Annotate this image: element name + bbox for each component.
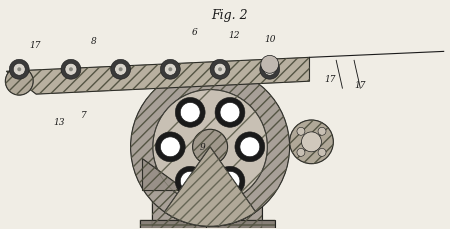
Circle shape (160, 60, 180, 80)
Circle shape (220, 103, 240, 123)
Bar (218, 191, 262, 229)
Circle shape (115, 64, 126, 76)
Circle shape (65, 64, 77, 76)
Circle shape (260, 60, 279, 80)
Circle shape (290, 120, 333, 164)
Bar (140, 220, 209, 229)
Circle shape (297, 128, 305, 136)
Circle shape (168, 68, 172, 72)
Circle shape (176, 98, 205, 128)
Circle shape (261, 56, 279, 74)
Circle shape (268, 68, 272, 72)
Circle shape (215, 166, 245, 196)
Circle shape (69, 68, 73, 72)
Bar (140, 220, 209, 229)
Circle shape (61, 60, 81, 80)
Circle shape (153, 90, 267, 204)
Circle shape (297, 149, 305, 157)
Circle shape (9, 60, 29, 80)
Circle shape (119, 68, 122, 72)
Text: 13: 13 (53, 117, 64, 126)
Circle shape (14, 64, 25, 76)
Circle shape (235, 132, 265, 162)
Circle shape (180, 103, 200, 123)
Text: 9: 9 (200, 142, 206, 151)
Circle shape (17, 68, 21, 72)
Wedge shape (165, 147, 256, 226)
Bar (153, 191, 196, 229)
Text: 17: 17 (29, 41, 40, 50)
Text: 7: 7 (81, 111, 87, 120)
Text: 17: 17 (324, 75, 336, 84)
Circle shape (220, 172, 240, 191)
Text: 12: 12 (228, 31, 239, 40)
Bar (218, 191, 262, 229)
Circle shape (318, 128, 326, 136)
Text: 8: 8 (91, 37, 97, 46)
Text: 6: 6 (192, 28, 198, 37)
Circle shape (193, 130, 228, 165)
Text: 10: 10 (265, 35, 276, 44)
Circle shape (214, 64, 226, 76)
Polygon shape (143, 159, 186, 191)
Circle shape (176, 166, 205, 196)
Circle shape (240, 137, 260, 157)
Circle shape (318, 149, 326, 157)
Bar (153, 191, 196, 229)
Circle shape (5, 68, 33, 96)
Circle shape (160, 137, 180, 157)
Bar (206, 220, 275, 229)
Circle shape (264, 64, 276, 76)
Circle shape (215, 98, 245, 128)
Circle shape (210, 60, 230, 80)
Circle shape (130, 68, 290, 226)
Polygon shape (6, 58, 310, 95)
Bar (206, 220, 275, 229)
Circle shape (218, 68, 222, 72)
Circle shape (180, 172, 200, 191)
Text: Fig. 2: Fig. 2 (212, 9, 248, 22)
Circle shape (302, 132, 321, 152)
Text: 17: 17 (354, 81, 366, 90)
Circle shape (164, 64, 176, 76)
Circle shape (155, 132, 185, 162)
Circle shape (111, 60, 130, 80)
